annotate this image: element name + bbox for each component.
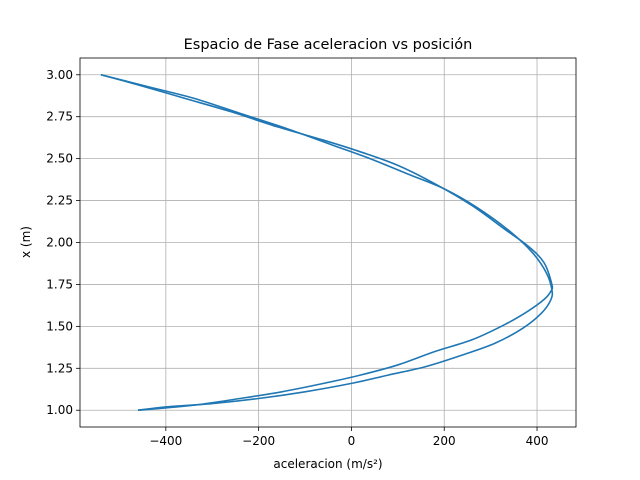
grid [80,58,576,427]
x-tick-label: −400 [149,434,182,448]
y-tick-label: 1.25 [46,361,73,375]
y-tick-label: 1.75 [46,277,73,291]
y-tick-label: 2.25 [46,194,73,208]
x-tick-label: 200 [433,434,456,448]
series-line [100,73,554,412]
x-tick-label: 0 [348,434,356,448]
y-axis-label: x (m) [19,226,33,258]
chart-title: Espacio de Fase aceleracion vs posición [184,37,473,53]
x-axis-ticks: −400 −200 0 200 400 [149,427,548,448]
y-tick-label: 2.00 [46,236,73,250]
y-tick-label: 1.50 [46,319,73,333]
y-tick-label: 2.50 [46,152,73,166]
y-axis-ticks: 1.00 1.25 1.50 1.75 2.00 2.25 2.50 2.75 3.00 [46,68,80,417]
y-tick-label: 3.00 [46,68,73,82]
x-axis-label: aceleracion (m/s²) [273,457,382,471]
x-tick-label: 400 [526,434,549,448]
y-tick-label: 1.00 [46,403,73,417]
y-tick-label: 2.75 [46,110,73,124]
series-layer [100,73,554,412]
x-tick-label: −200 [242,434,275,448]
